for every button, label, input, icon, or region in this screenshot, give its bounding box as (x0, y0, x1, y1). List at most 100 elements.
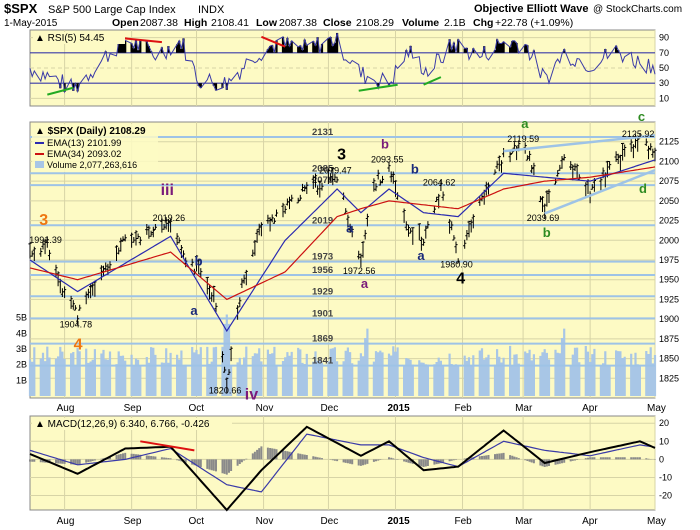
rsi-title-bg (33, 32, 125, 44)
wave-label: d (639, 181, 647, 196)
rsi-divergence-line (47, 86, 74, 96)
macd-title: ▲ MACD(12,26,9) 6.340, 6.766, -0.426 (35, 419, 210, 430)
x-tick-label: Sep (124, 403, 142, 414)
volume-tick-label: 4B (16, 328, 27, 338)
volume-value: 2.1B (444, 17, 466, 29)
index-name: S&P 500 Large Cap Index (48, 4, 176, 16)
price-tick-label: 2125 (659, 137, 679, 147)
rsi-divergence-line (358, 83, 398, 92)
panel-background (29, 415, 656, 511)
macd-panel: -20 -10 0 10 20 ▲ MACD(12,26,9) 6.340, 6.766,… (29, 415, 672, 512)
rsi-divergence-line (261, 35, 286, 48)
x-tick-label: Mar (515, 403, 533, 414)
price-label: 1820.66 (209, 386, 242, 396)
x-axis-labels-bottom: Aug Sep Oct Nov Dec 2015 Feb Mar Apr May (57, 516, 666, 527)
price-label: 1991.39 (29, 235, 62, 245)
wave-label: 4 (456, 270, 465, 287)
price-tick-label: 1925 (659, 294, 679, 304)
macd-tick-label: 20 (659, 418, 669, 428)
price-label: 1904.78 (60, 319, 93, 329)
wave-label: 3 (39, 212, 48, 229)
trendline (544, 168, 656, 215)
x-tick-label: Mar (515, 516, 533, 527)
wave-label: 4 (74, 336, 83, 353)
x-tick-label: Feb (455, 516, 473, 527)
volume-tick-label: 2B (16, 360, 27, 370)
price-tick-label: 2075 (659, 176, 679, 186)
wave-label: iii (161, 182, 174, 199)
level-label: 2019 (312, 215, 333, 226)
price-tick-label: 1975 (659, 255, 679, 265)
rsi-tick-label: 30 (659, 78, 669, 88)
macd-signal-line (29, 433, 656, 493)
legend-volume-swatch (35, 161, 44, 168)
wave-label: b (195, 254, 203, 269)
price-label: 1972.56 (343, 266, 376, 276)
price-label: 2093.55 (371, 155, 404, 165)
x-tick-label: Oct (189, 516, 205, 527)
wave-label: a (361, 276, 369, 291)
macd-line (29, 425, 656, 512)
low-label: Low (256, 17, 278, 29)
x-tick-label: Oct (189, 403, 205, 414)
x-tick-label: 2015 (387, 403, 410, 414)
x-tick-label: Nov (256, 403, 274, 414)
price-label: 2119.59 (507, 134, 539, 144)
chg-label: Chg (473, 17, 493, 29)
macd-tick-label: -10 (659, 472, 672, 482)
close-value: 2108.29 (356, 17, 394, 29)
volume-tick-label: 3B (16, 344, 27, 354)
wave-label: b (543, 225, 551, 240)
legend-ema13: EMA(13) 2101.99 (47, 138, 121, 149)
rsi-line (29, 32, 656, 94)
chart-date: 1-May-2015 (4, 18, 58, 29)
rsi-tick-label: 70 (659, 48, 669, 58)
volume-label: Volume (402, 17, 439, 29)
macd-divergence-line (140, 440, 195, 452)
price-panel: 1825 1850 1875 1900 1925 1950 1975 2000 2025 2050… (16, 109, 679, 404)
ohlc-quote: Open 2087.38 High 2108.41 Low 2087.38 Cl… (112, 17, 573, 29)
price-tick-label: 2025 (659, 216, 679, 226)
wave-label: a (346, 220, 354, 235)
brand-title: Objective Elliott Wave (474, 3, 589, 15)
level-label: 2085 (312, 163, 334, 174)
price-label: 2039.69 (527, 213, 560, 223)
price-label: 2019.26 (153, 213, 186, 223)
price-label: 2079.47 (319, 166, 352, 176)
price-tick-label: 2050 (659, 196, 679, 206)
wave-label: iv (245, 387, 258, 404)
symbol-title: $SPX (4, 1, 38, 16)
price-tick-label: 1850 (659, 354, 679, 364)
rsi-tick-label: 10 (659, 93, 669, 103)
x-tick-label: Aug (57, 403, 75, 414)
volume-bars (28, 314, 657, 396)
price-tick-label: 2100 (659, 156, 679, 166)
volume-tick-label: 1B (16, 375, 27, 385)
price-tick-label: 1950 (659, 275, 679, 285)
macd-tick-label: 0 (659, 454, 664, 464)
macd-tick-label: -20 (659, 491, 672, 501)
x-tick-label: Apr (582, 516, 598, 527)
exchange-code: INDX (198, 4, 225, 16)
price-tick-label: 1875 (659, 334, 679, 344)
legend-volume: Volume 2,077,263,616 (47, 160, 137, 170)
x-tick-label: May (647, 403, 666, 414)
wave-label: c (638, 109, 645, 124)
level-label: 1841 (312, 356, 334, 367)
ema13-line (29, 159, 656, 333)
wave-label: a (521, 116, 529, 131)
x-tick-label: Apr (582, 403, 598, 414)
x-tick-label: Sep (124, 516, 142, 527)
wave-label: b (411, 161, 419, 176)
rsi-divergence-line (423, 76, 442, 86)
high-label: High (184, 17, 207, 29)
price-tick-label: 1825 (659, 373, 679, 383)
level-label: 1929 (312, 286, 333, 297)
x-axis-labels: Aug Sep Oct Nov Dec 2015 Feb Mar Apr May (57, 403, 666, 414)
price-label: 2125.92 (622, 129, 655, 139)
level-label: 2131 (312, 127, 334, 138)
copyright: @ StockCharts.com (593, 4, 682, 15)
x-tick-label: 2015 (387, 516, 410, 527)
level-label: 1901 (312, 308, 334, 319)
